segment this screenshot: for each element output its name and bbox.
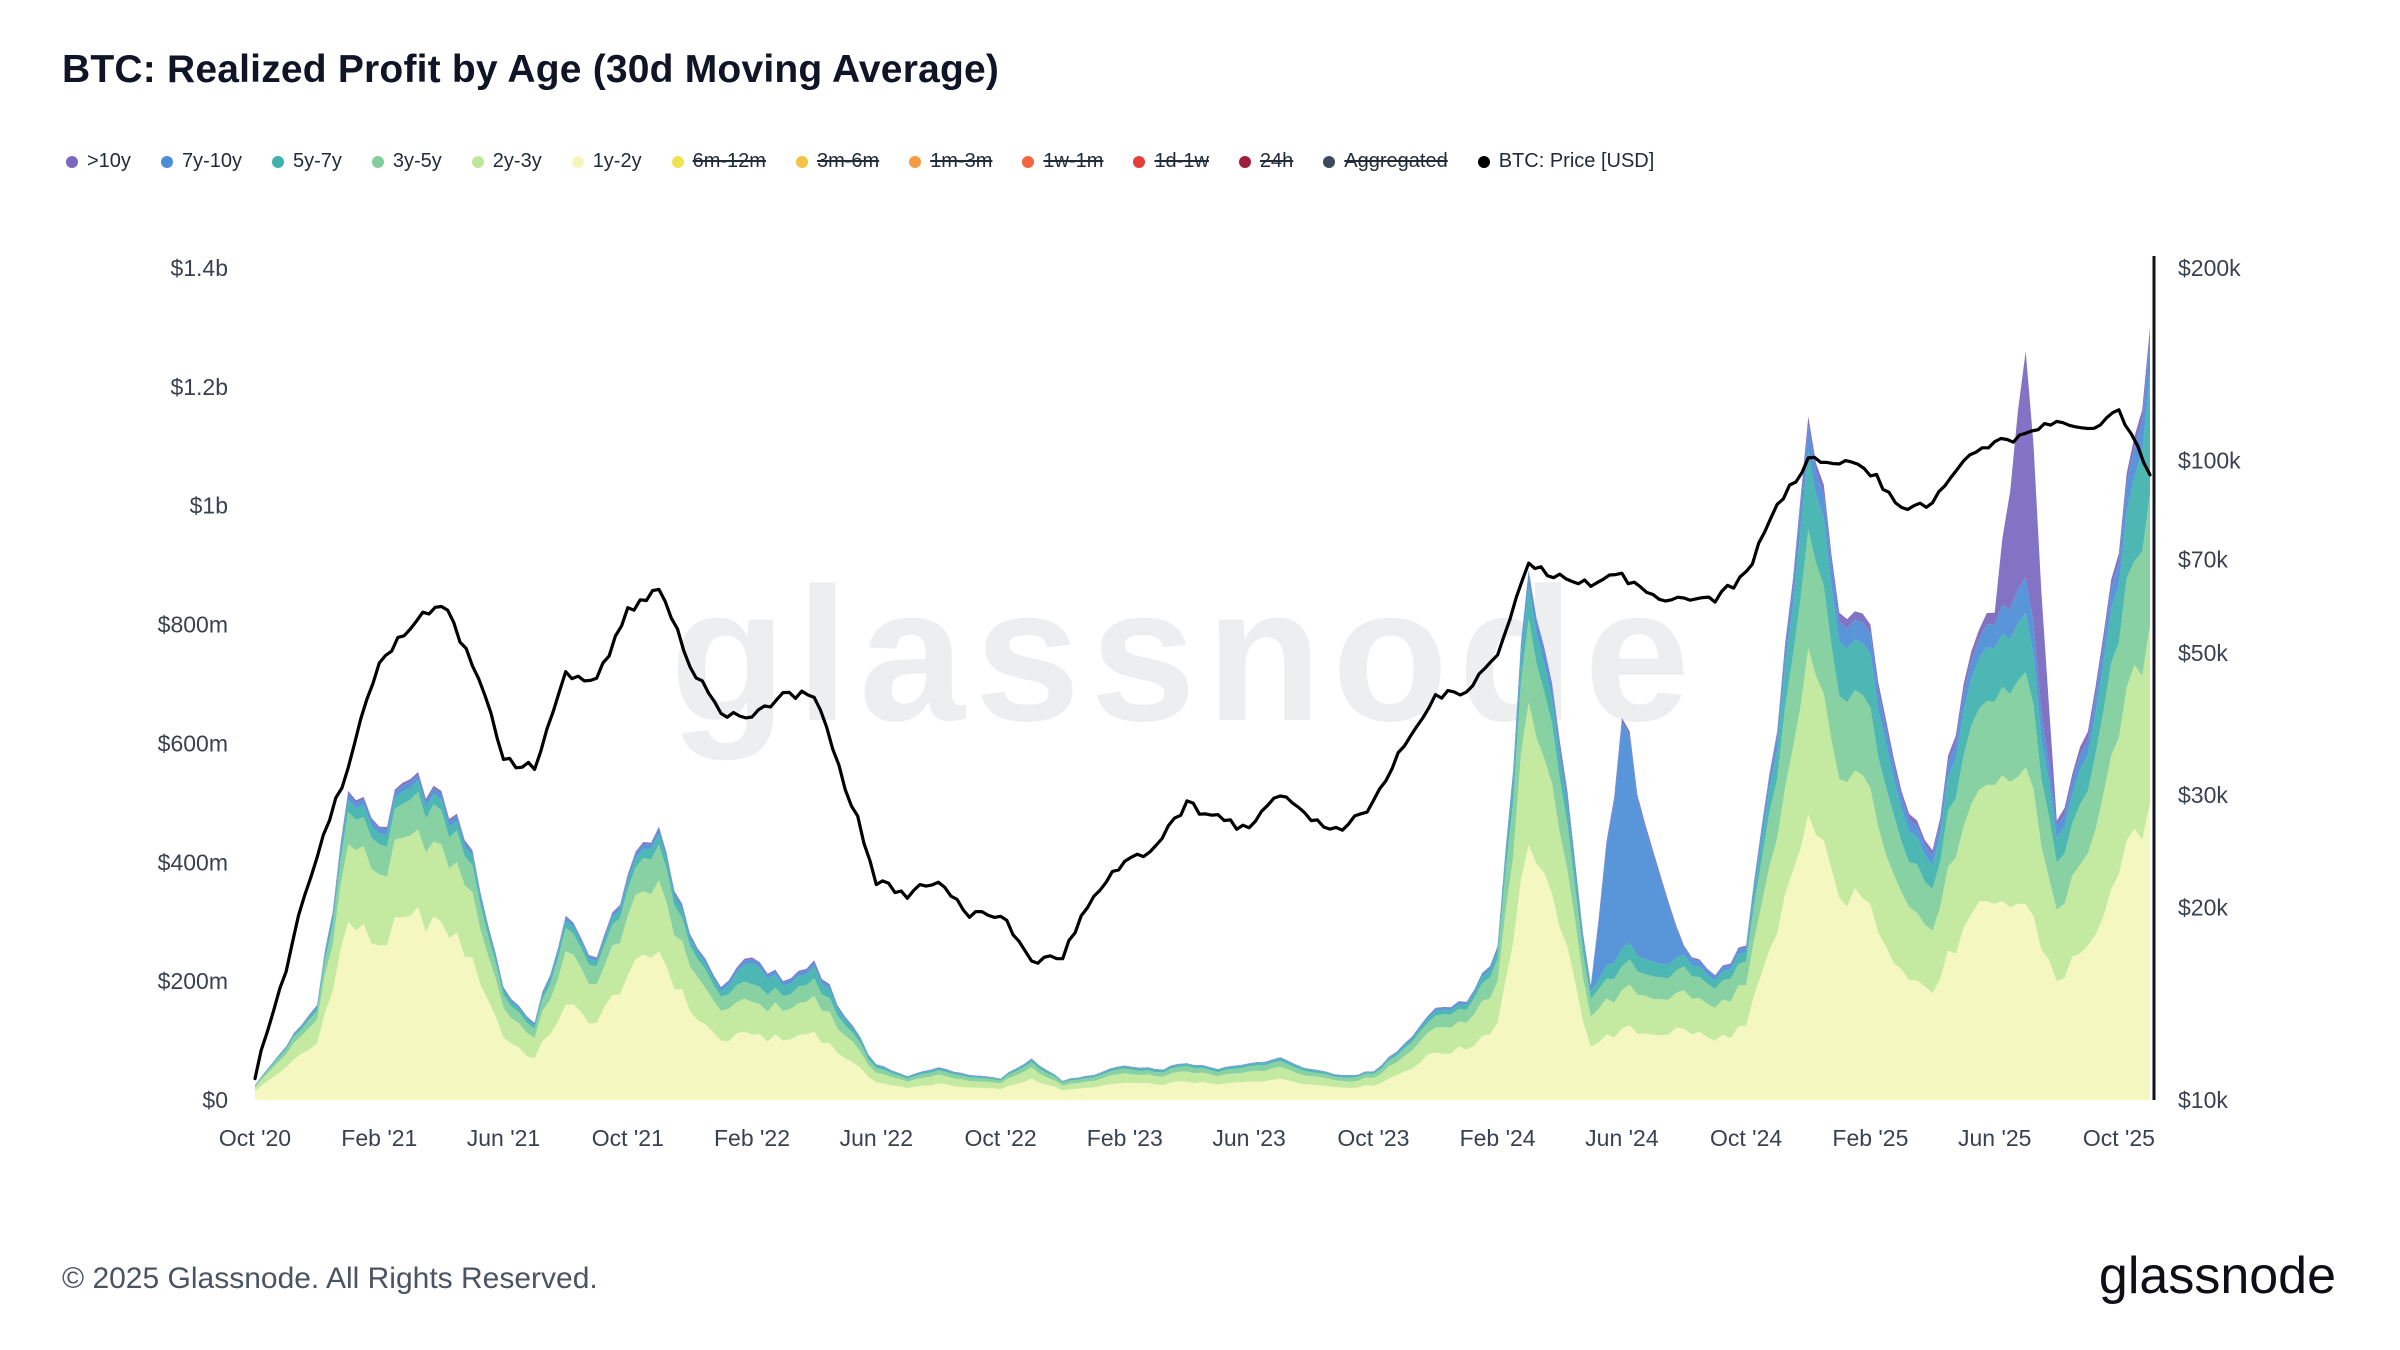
legend-label: 2y-3y [492, 150, 542, 172]
x-axis-tick: Oct '24 [1710, 1125, 1782, 1151]
x-axis-tick: Jun '23 [1212, 1125, 1285, 1151]
legend-swatch-icon [1133, 155, 1146, 168]
btc-price-line [253, 408, 2152, 1081]
legend-label: 5y-7y [292, 150, 342, 172]
legend-swatch-icon [909, 155, 922, 168]
legend-swatch-icon [795, 155, 808, 168]
right-axis-tick: $50k [2178, 640, 2228, 666]
left-axis-tick: $0 [202, 1087, 228, 1113]
legend-item-3m-6m[interactable]: 3m-6m [795, 150, 880, 173]
legend-swatch-icon [1477, 155, 1490, 168]
left-axis-tick: $1.2b [170, 374, 228, 400]
legend-swatch-icon [471, 155, 484, 168]
right-axis-tick: $20k [2178, 894, 2228, 920]
legend: >10y 7y-10y 5y-7y 3y-5y 2y-3y 1y-2y 6m-12m 3m-6… [66, 150, 1654, 173]
legend-item-1w-1m[interactable]: 1w-1m [1022, 150, 1103, 173]
legend-swatch-icon [1022, 155, 1035, 168]
area-series-1y-2y [255, 802, 2150, 1100]
x-axis-tick: Feb '21 [341, 1125, 417, 1151]
x-axis-tick: Feb '25 [1832, 1125, 1908, 1151]
x-axis-tick: Feb '22 [714, 1125, 790, 1151]
legend-item-7y-10y[interactable]: 7y-10y [160, 150, 242, 173]
x-axis-tick: Jun '21 [467, 1125, 540, 1151]
right-axis-tick: $70k [2178, 547, 2228, 573]
legend-label: 1w-1m [1043, 150, 1104, 172]
left-axis-tick: $600m [158, 730, 228, 756]
legend-label: 1d-1w [1154, 150, 1209, 172]
x-axis-tick: Oct '21 [592, 1125, 664, 1151]
legend-item-1y-2y[interactable]: 1y-2y [571, 150, 642, 173]
legend-label: Aggregated [1344, 150, 1448, 172]
right-axis-tick: $100k [2178, 448, 2241, 474]
left-axis-tick: $200m [158, 968, 228, 994]
page-title: BTC: Realized Profit by Age (30d Moving … [62, 48, 1000, 91]
legend-item-10y[interactable]: >10y [66, 150, 131, 173]
legend-item-6m-12m[interactable]: 6m-12m [671, 150, 766, 173]
legend-item-btc-price-usd[interactable]: BTC: Price [USD] [1477, 150, 1655, 173]
legend-item-1d-1w[interactable]: 1d-1w [1133, 150, 1209, 173]
legend-swatch-icon [1238, 155, 1251, 168]
right-axis-tick: $200k [2178, 255, 2241, 281]
legend-label: 1m-3m [930, 150, 993, 172]
left-axis-tick: $1b [190, 493, 228, 519]
legend-label: BTC: Price [USD] [1498, 150, 1655, 172]
legend-item-aggregated[interactable]: Aggregated [1323, 150, 1448, 173]
legend-swatch-icon [271, 155, 284, 168]
x-axis-tick: Oct '25 [2083, 1125, 2155, 1151]
x-axis-tick: Jun '22 [840, 1125, 913, 1151]
x-axis-tick: Jun '25 [1958, 1125, 2031, 1151]
legend-swatch-icon [66, 155, 78, 168]
x-axis-tick: Jun '24 [1585, 1125, 1659, 1151]
legend-item-3y-5y[interactable]: 3y-5y [371, 150, 442, 173]
right-axis-tick: $10k [2178, 1087, 2228, 1113]
x-axis-tick: Feb '24 [1460, 1125, 1536, 1151]
copyright-text: © 2025 Glassnode. All Rights Reserved. [62, 1262, 598, 1295]
x-axis-tick: Oct '23 [1337, 1125, 1409, 1151]
legend-label: 6m-12m [692, 150, 766, 172]
legend-label: 1y-2y [592, 150, 642, 172]
legend-swatch-icon [1323, 155, 1336, 168]
x-axis-tick: Feb '23 [1087, 1125, 1163, 1151]
legend-swatch-icon [371, 155, 384, 168]
legend-item-1m-3m[interactable]: 1m-3m [909, 150, 992, 173]
legend-item-5y-7y[interactable]: 5y-7y [271, 150, 342, 173]
x-axis-tick: Oct '20 [219, 1125, 291, 1151]
legend-label: 3m-6m [816, 150, 880, 172]
legend-item-2y-3y[interactable]: 2y-3y [471, 150, 542, 173]
left-axis-tick: $800m [158, 612, 228, 638]
legend-label: >10y [87, 150, 131, 172]
legend-label: 24h [1259, 150, 1294, 172]
left-axis-tick: $1.4b [170, 255, 228, 281]
right-axis-tick: $30k [2178, 782, 2228, 808]
legend-swatch-icon [571, 155, 584, 168]
legend-swatch-icon [671, 155, 684, 168]
legend-label: 7y-10y [181, 150, 242, 172]
left-axis-tick: $400m [158, 849, 228, 875]
x-axis-tick: Oct '22 [965, 1125, 1037, 1151]
legend-swatch-icon [160, 155, 173, 168]
legend-label: 3y-5y [392, 150, 442, 172]
legend-item-24h[interactable]: 24h [1238, 150, 1294, 173]
glassnode-logo: glassnode [2098, 1247, 2336, 1305]
